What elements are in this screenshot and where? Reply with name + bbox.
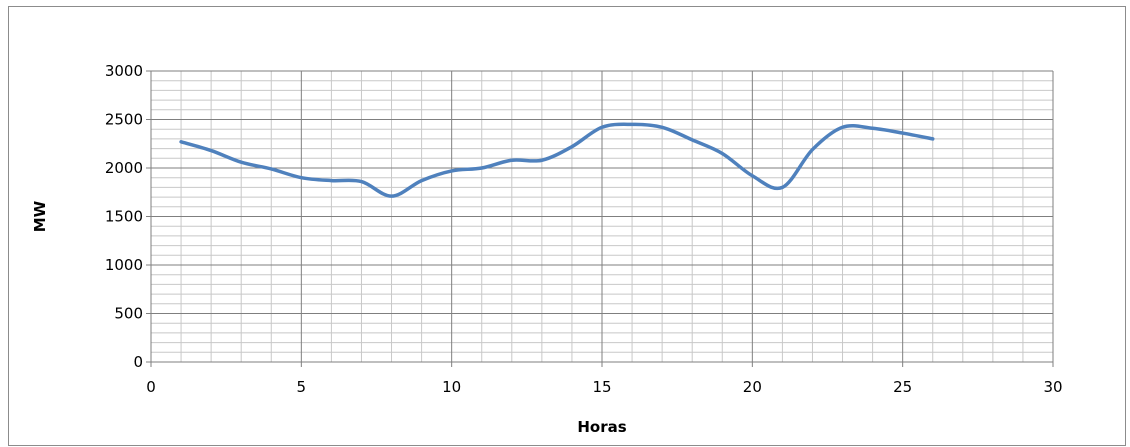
major-gridlines [151,70,1054,362]
data-point [931,137,935,141]
x-axis-title: Horas [577,418,626,436]
data-point [841,125,845,129]
x-tick-label: 5 [297,378,307,396]
data-point [450,169,454,173]
y-tick-label: 1000 [105,256,143,274]
data-point [540,158,544,162]
axes [146,70,1054,367]
y-tick-label: 0 [133,353,143,371]
data-point [390,194,394,198]
series-line-mw [179,122,935,198]
data-point [420,179,424,183]
data-point [630,122,634,126]
x-tick-labels: 0 5 10 15 20 25 30 [146,378,1062,396]
data-point [871,126,875,130]
data-point [750,174,754,178]
line-chart: 0 5 10 15 20 25 30 0 500 1000 1500 2000 2500 3000 Ho… [31,62,1063,436]
y-tick-label: 3000 [105,62,143,80]
x-tick-label: 0 [146,378,156,396]
data-point [510,158,514,162]
y-tick-label: 2500 [105,111,143,129]
data-point [480,166,484,170]
data-point [329,179,333,183]
data-point [570,145,574,149]
data-point [359,180,363,184]
data-point [209,149,213,153]
data-point [299,176,303,180]
data-point [810,148,814,152]
y-tick-label: 2000 [105,159,143,177]
y-tick-labels: 0 500 1000 1500 2000 2500 3000 [105,62,143,371]
data-point [780,185,784,189]
y-axis-title: MW [31,200,49,232]
data-point [600,125,604,129]
data-point [179,140,183,144]
data-point [690,138,694,142]
x-tick-label: 30 [1043,378,1062,396]
chart-frame: 0 5 10 15 20 25 30 0 500 1000 1500 2000 2500 3000 Ho… [8,6,1126,446]
data-point [720,151,724,155]
data-point [239,160,243,164]
data-point [660,125,664,129]
x-tick-label: 20 [743,378,762,396]
y-tick-label: 500 [114,305,143,323]
y-tick-label: 1500 [105,208,143,226]
x-tick-label: 15 [592,378,611,396]
x-tick-label: 25 [893,378,912,396]
data-point [901,131,905,135]
data-point [269,167,273,171]
x-tick-label: 10 [442,378,461,396]
